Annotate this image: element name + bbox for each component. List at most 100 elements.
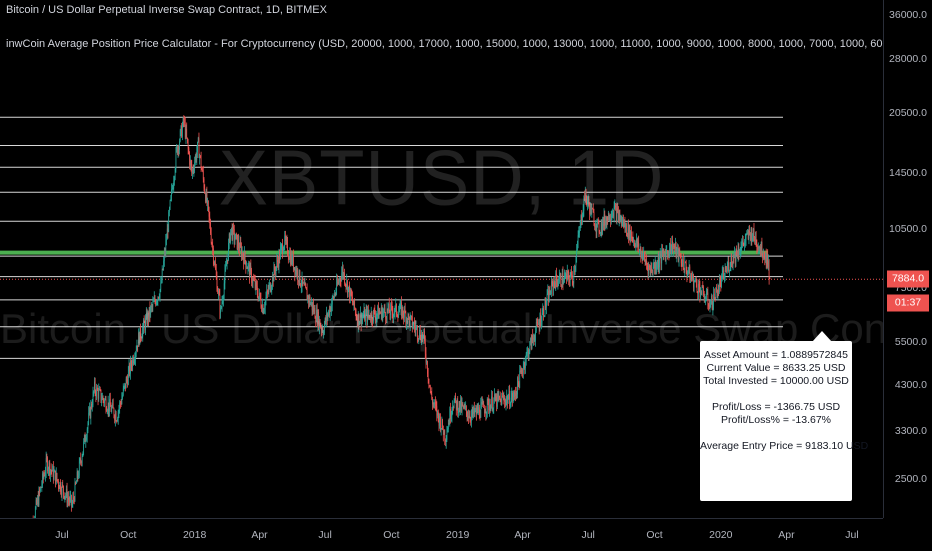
candle-body	[698, 283, 699, 294]
candle-body	[636, 239, 637, 243]
candle-body	[112, 403, 113, 408]
candle-body	[91, 405, 93, 408]
price-axis[interactable]: 36000.0 28000.0 20500.0 14500.0 10500.0 7500.…	[883, 0, 932, 518]
candle-body	[171, 188, 172, 196]
candle-body	[678, 249, 680, 261]
price-tick-label: 4300.0	[894, 378, 927, 391]
candle-body	[750, 233, 751, 241]
candle-body	[323, 333, 325, 335]
candle-body	[444, 430, 446, 440]
candle-body	[597, 220, 599, 222]
candle-body	[546, 294, 548, 303]
candle-body	[164, 252, 165, 261]
candle-body	[44, 475, 46, 477]
candle-body	[432, 399, 433, 405]
candle-body	[609, 219, 611, 221]
candle-body	[282, 250, 284, 254]
candle-body	[435, 401, 436, 405]
candle-body	[510, 397, 512, 406]
candle-body	[520, 370, 521, 373]
candle-body	[593, 212, 595, 226]
candle-body	[696, 284, 698, 292]
candle-body	[200, 156, 202, 169]
candle-body	[602, 218, 604, 226]
time-axis[interactable]: Jul Oct 2018 Apr Jul Oct 2019 Apr Jul Oct 2020 Apr J…	[0, 518, 883, 551]
candle-body	[350, 288, 352, 296]
candle-body	[72, 497, 74, 505]
candle-body	[582, 210, 584, 217]
candle-body	[329, 307, 331, 316]
candle-body	[642, 257, 644, 261]
candle-body	[369, 314, 371, 319]
candle-body	[383, 307, 385, 311]
candle-body	[381, 307, 383, 320]
candle-body	[258, 296, 260, 300]
candle-body	[153, 301, 154, 303]
candle-body	[359, 321, 361, 325]
candle-body	[155, 301, 157, 305]
candle-body	[73, 497, 74, 499]
candle-body	[87, 422, 89, 429]
indicator-legend[interactable]: inwCoin Average Position Price Calculato…	[6, 38, 883, 50]
candle-body	[611, 215, 613, 217]
candle-body	[179, 130, 181, 142]
candle-body	[112, 403, 114, 409]
candle-body	[626, 223, 627, 234]
candle-body	[606, 216, 608, 226]
candle-body	[629, 225, 631, 241]
candle-body	[540, 321, 542, 326]
candle-body	[158, 297, 160, 299]
candle-body	[569, 279, 570, 283]
candle-body	[292, 255, 294, 265]
candle-body	[753, 228, 755, 238]
candle-body	[448, 423, 449, 430]
candle-body	[57, 479, 59, 481]
candle-body	[615, 205, 616, 208]
candle-body	[477, 407, 479, 413]
candle-body	[200, 155, 201, 157]
candle-body	[314, 307, 316, 319]
candle-body	[171, 188, 173, 190]
candle-body	[390, 304, 392, 316]
candle-body	[435, 404, 437, 407]
candle-body	[657, 265, 658, 268]
candle-body	[589, 204, 591, 215]
candle-body	[242, 252, 244, 257]
candle-body	[719, 280, 721, 282]
candle-body	[262, 305, 264, 314]
candle-body	[613, 206, 615, 217]
candle-body	[502, 396, 504, 399]
candle-body	[576, 250, 578, 261]
candle-body	[364, 309, 366, 322]
price-tick-label: 3300.0	[894, 424, 927, 437]
candle-body	[682, 259, 683, 266]
candle-body	[476, 407, 478, 415]
candle-body	[685, 261, 686, 264]
candle-body	[71, 504, 73, 506]
candle-body	[666, 251, 668, 252]
candle-body	[552, 282, 554, 290]
candle-body	[407, 314, 409, 323]
candle-body	[667, 252, 669, 254]
candle-body	[183, 117, 185, 122]
candle-body	[628, 225, 630, 239]
candle-body	[40, 487, 42, 489]
candle-body	[419, 329, 421, 339]
candle-body	[455, 395, 456, 401]
candle-body	[90, 404, 92, 418]
candle-body	[158, 296, 159, 298]
candle-body	[166, 239, 167, 241]
candle-body	[220, 307, 222, 309]
candle-body	[475, 407, 477, 411]
candle-body	[41, 484, 43, 488]
candle-body	[127, 379, 128, 385]
candle-body	[246, 267, 247, 269]
candle-body	[667, 251, 668, 254]
candle-body	[693, 281, 695, 288]
candle-body	[380, 312, 381, 314]
candle-body	[541, 313, 543, 322]
candle-body	[561, 285, 562, 287]
candle-body	[501, 396, 503, 406]
candlestick-chart[interactable]	[0, 0, 883, 518]
chart-area[interactable]: XBTUSD, 1D Bitcoin / US Dollar Perpetual…	[0, 0, 883, 518]
